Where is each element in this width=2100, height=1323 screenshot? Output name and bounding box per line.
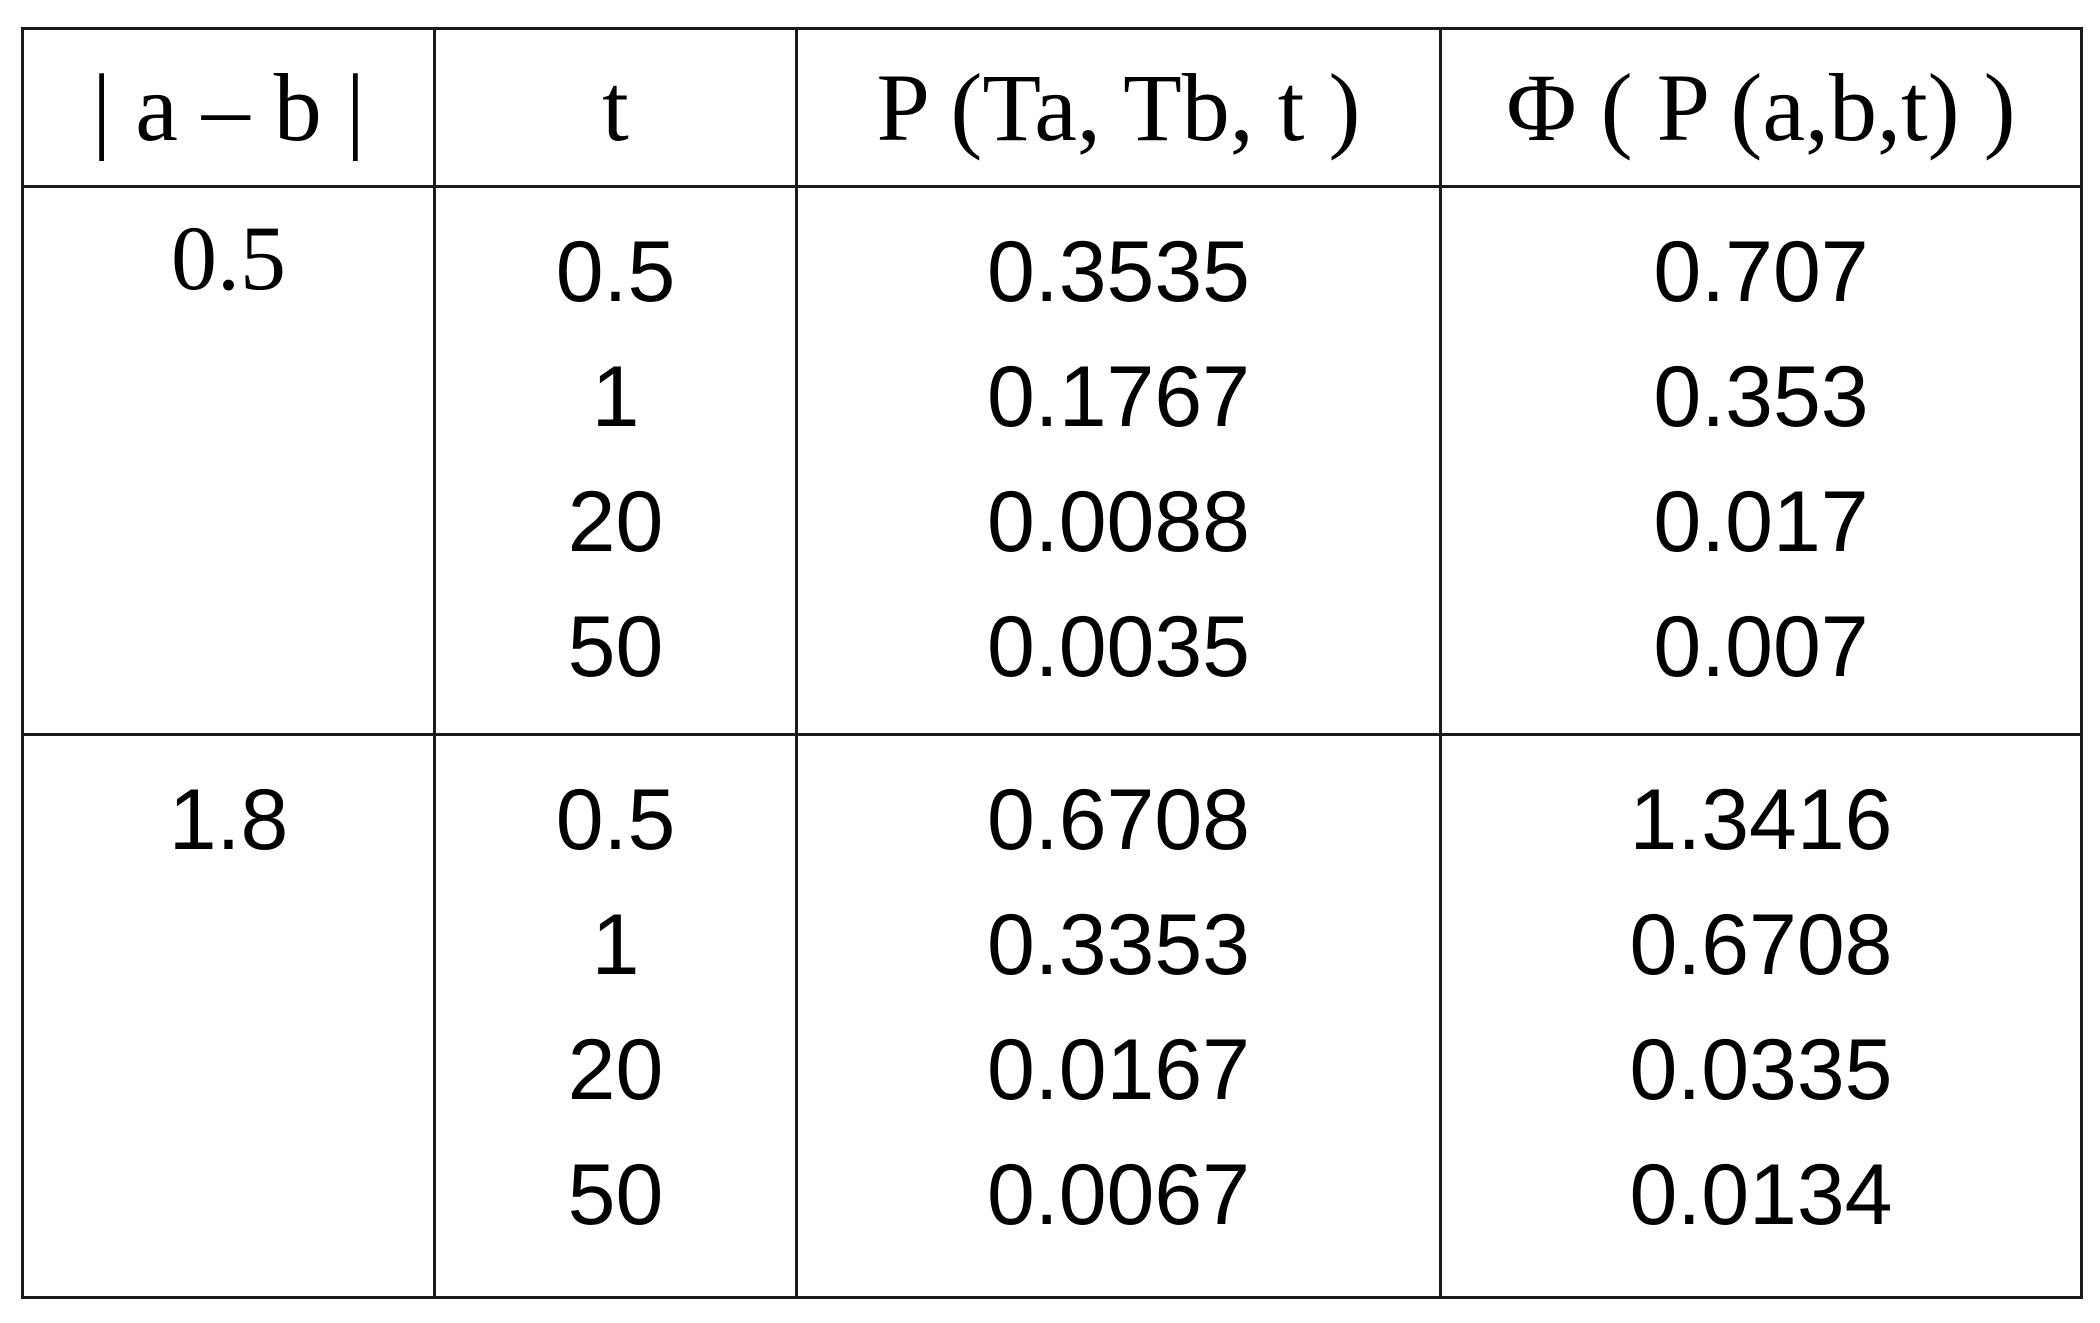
cell-phi-group-2: 1.3416 0.6708 0.0335 0.0134 [1439, 733, 2083, 1299]
t-value: 1 [591, 897, 640, 993]
header-row: | a – b | t P (Ta, Tb, t ) Φ ( P (a,b,t)… [21, 27, 2083, 188]
header-abs-a-minus-b: | a – b | [21, 27, 436, 188]
header-t: t [433, 27, 798, 188]
phi-value: 0.017 [1653, 474, 1869, 570]
t-value: 50 [567, 599, 664, 695]
p-value: 0.0067 [986, 1147, 1251, 1243]
t-value: 20 [567, 474, 664, 570]
p-value: 0.6708 [986, 772, 1251, 868]
p-value: 0.0035 [986, 599, 1251, 695]
header-p-ta-tb-t: P (Ta, Tb, t ) [795, 27, 1442, 188]
phi-value: 0.353 [1653, 349, 1869, 445]
cell-ab-group-2: 1.8 [21, 733, 436, 1299]
p-value: 0.3353 [986, 897, 1251, 993]
t-value: 1 [591, 349, 640, 445]
data-table: | a – b | t P (Ta, Tb, t ) Φ ( P (a,b,t)… [21, 27, 2083, 1299]
phi-value: 0.0335 [1629, 1022, 1893, 1118]
p-value: 0.0088 [986, 474, 1251, 570]
t-value: 50 [567, 1147, 664, 1243]
cell-t-group-2: 0.5 1 20 50 [433, 733, 798, 1299]
phi-value: 0.6708 [1629, 897, 1893, 993]
t-value: 20 [567, 1022, 664, 1118]
table-row-group-2: 1.8 0.5 1 20 50 0.6708 0.3353 0.0167 0.0… [21, 733, 2083, 1299]
header-phi-p-abt: Φ ( P (a,b,t) ) [1439, 27, 2083, 188]
p-value: 0.0167 [986, 1022, 1251, 1118]
phi-value: 0.0134 [1629, 1147, 1893, 1243]
cell-ab-group-1: 0.5 [21, 185, 436, 736]
cell-p-group-2: 0.6708 0.3353 0.0167 0.0067 [795, 733, 1442, 1299]
t-value: 0.5 [555, 224, 676, 320]
p-value: 0.1767 [986, 349, 1251, 445]
ab-value: 0.5 [171, 207, 286, 309]
table-row-group-1: 0.5 0.5 1 20 50 0.3535 0.1767 0.0088 0.0… [21, 185, 2083, 736]
cell-phi-group-1: 0.707 0.353 0.017 0.007 [1439, 185, 2083, 736]
cell-t-group-1: 0.5 1 20 50 [433, 185, 798, 736]
cell-p-group-1: 0.3535 0.1767 0.0088 0.0035 [795, 185, 1442, 736]
t-value: 0.5 [555, 772, 676, 868]
p-value: 0.3535 [986, 224, 1251, 320]
phi-value: 0.707 [1653, 224, 1869, 320]
phi-value: 1.3416 [1629, 772, 1893, 868]
ab-value: 1.8 [168, 772, 289, 868]
phi-value: 0.007 [1653, 599, 1869, 695]
